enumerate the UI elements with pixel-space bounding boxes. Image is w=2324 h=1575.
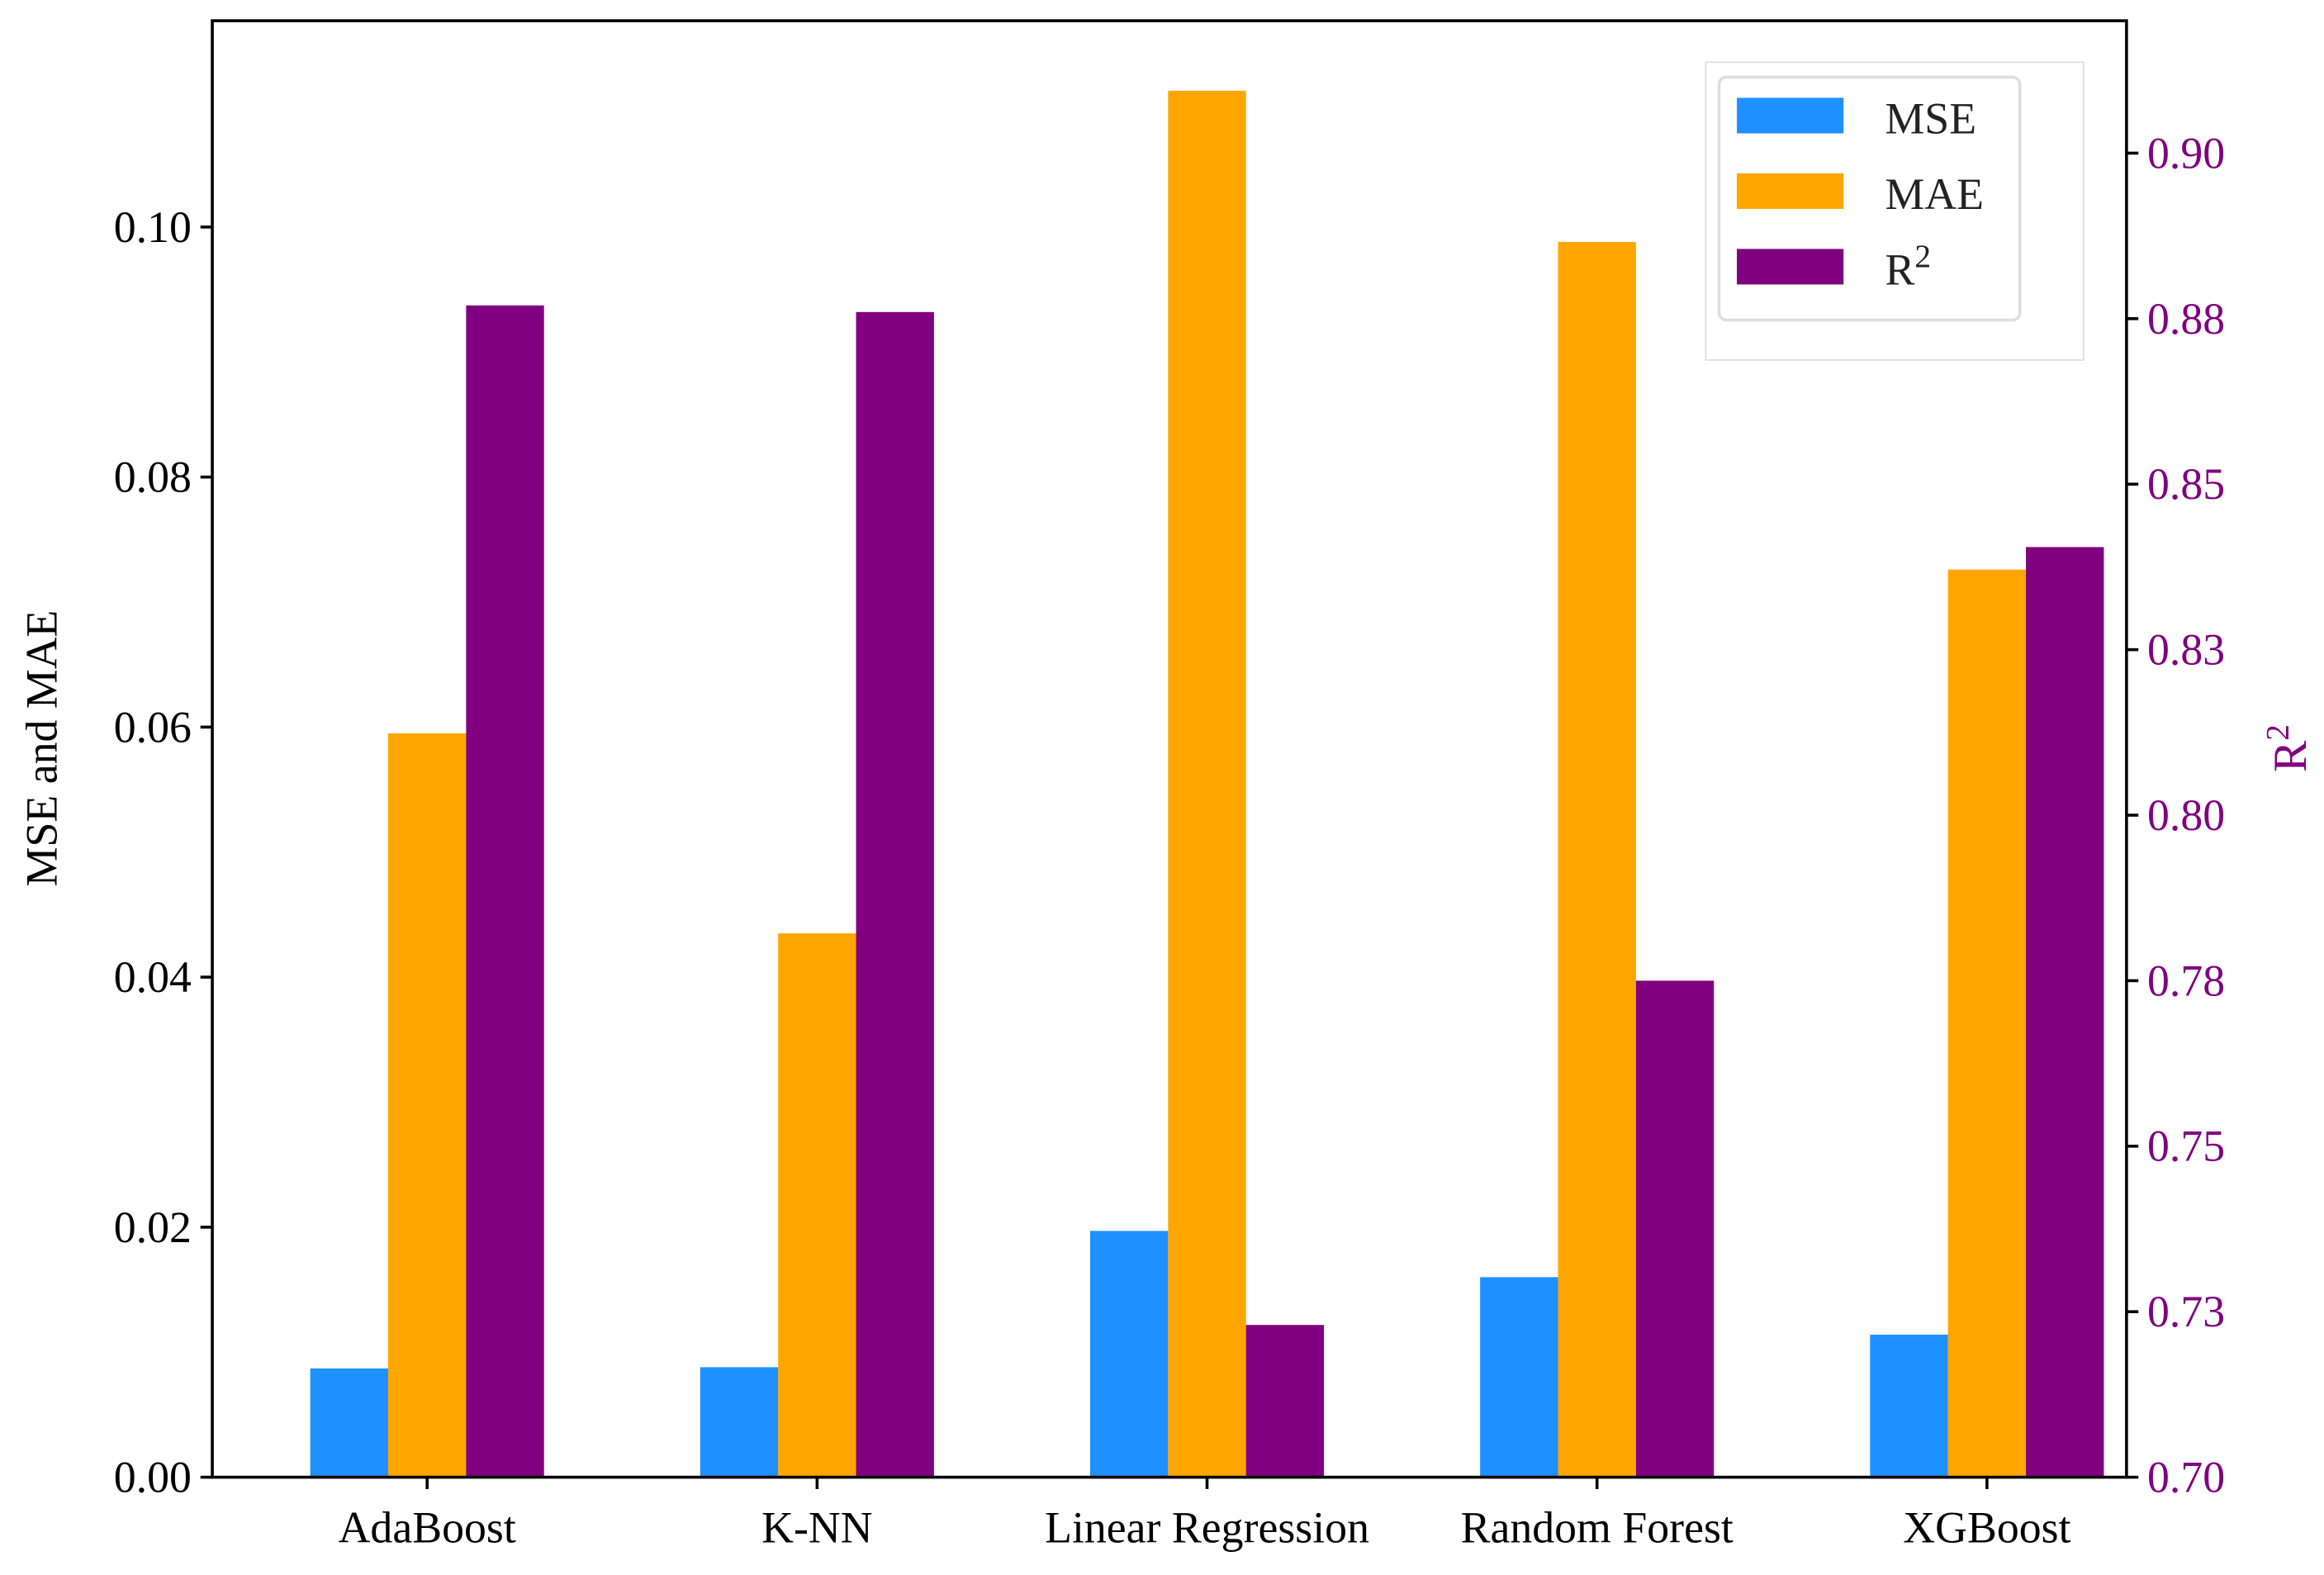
bar-mae-random-forest [1558, 242, 1636, 1478]
bar-r-adaboost [466, 305, 544, 1478]
plot-frame [211, 19, 2128, 1479]
right-tick-label: 0.75 [2147, 1122, 2225, 1171]
left-tick-label: 0.06 [114, 702, 192, 752]
bar-mse-linear-regression [1089, 1231, 1169, 1478]
right-tick-label: 0.73 [2147, 1287, 2225, 1336]
left-axis-ticks: 0.00 0.02 0.04 0.06 0.08 0.10 [114, 202, 213, 1502]
x-axis-ticks: AdaBoost K-NN Linear Regression Random Fore… [339, 1477, 2071, 1553]
x-tick-label: AdaBoost [339, 1503, 516, 1553]
bar-mae-linear-regression [1168, 90, 1246, 1478]
x-tick-label: Linear Regression [1045, 1503, 1369, 1553]
right-tick-label: 0.85 [2147, 459, 2225, 509]
bar-mae-adaboost [388, 733, 467, 1478]
bar-mse-adaboost [310, 1368, 389, 1478]
bar-mae-k-nn [778, 933, 856, 1478]
right-axis-ticks: 0.70 0.73 0.75 0.78 0.80 0.83 0.85 0.88 0.90 [2126, 128, 2225, 1502]
right-tick-label: 0.70 [2147, 1453, 2225, 1502]
legend: MSE MAE R2 [1705, 61, 2084, 361]
legend-swatch-mae [1737, 173, 1844, 209]
right-tick-label: 0.83 [2147, 625, 2225, 675]
legend-swatch-mse [1737, 97, 1844, 134]
left-tick-label: 0.02 [114, 1203, 192, 1252]
x-tick-label: XGBoost [1903, 1503, 2070, 1553]
left-tick-label: 0.04 [114, 952, 192, 1002]
left-tick-label: 0.00 [114, 1453, 192, 1502]
x-tick-label: K-NN [761, 1503, 872, 1553]
bar-r-xgboost [2026, 547, 2104, 1478]
left-axis-label: MSE and MAE [17, 610, 67, 887]
bar-mse-xgboost [1870, 1335, 1948, 1478]
legend-swatch-r [1737, 249, 1844, 285]
legend-label-r: R2 [1885, 238, 1931, 295]
x-tick-label: Random Forest [1461, 1503, 1734, 1553]
right-axis-label: R2 [2259, 724, 2317, 772]
bar-mse-random-forest [1480, 1277, 1558, 1478]
right-tick-label: 0.88 [2147, 294, 2225, 344]
right-tick-label: 0.78 [2147, 956, 2225, 1005]
bars [310, 90, 2104, 1478]
bar-r-k-nn [856, 311, 934, 1478]
bar-r-linear-regression [1245, 1325, 1325, 1478]
legend-label-mse: MSE [1885, 93, 1976, 143]
legend-label-mae: MAE [1885, 169, 1984, 219]
left-tick-label: 0.08 [114, 453, 192, 502]
left-tick-label: 0.10 [114, 202, 192, 252]
bar-mae-xgboost [1947, 569, 2027, 1478]
bar-r-random-forest [1635, 980, 1715, 1478]
right-tick-label: 0.90 [2147, 128, 2225, 178]
bar-mse-k-nn [700, 1367, 779, 1478]
right-tick-label: 0.80 [2147, 790, 2225, 840]
